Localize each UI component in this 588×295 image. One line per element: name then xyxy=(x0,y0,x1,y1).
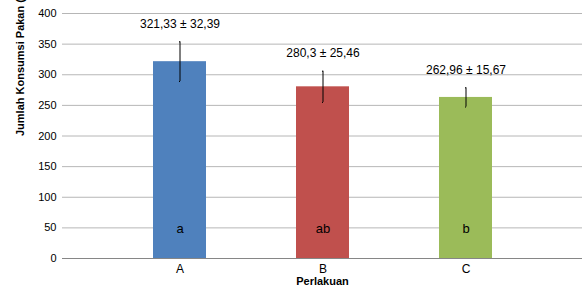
svg-text:100: 100 xyxy=(38,191,56,203)
svg-text:Perlakuan: Perlakuan xyxy=(296,275,349,287)
svg-text:250: 250 xyxy=(38,99,56,111)
svg-text:350: 350 xyxy=(38,38,56,50)
svg-text:150: 150 xyxy=(38,160,56,172)
svg-text:262,96 ± 15,67: 262,96 ± 15,67 xyxy=(426,63,506,77)
svg-text:400: 400 xyxy=(38,7,56,19)
svg-text:B: B xyxy=(319,262,327,276)
svg-text:A: A xyxy=(176,262,184,276)
svg-text:a: a xyxy=(176,221,184,236)
svg-text:0: 0 xyxy=(50,252,56,264)
svg-text:b: b xyxy=(462,221,469,236)
svg-text:ab: ab xyxy=(316,221,330,236)
svg-text:Jumlah Konsumsi Pakan (g): Jumlah Konsumsi Pakan (g) xyxy=(14,0,26,136)
svg-text:200: 200 xyxy=(38,130,56,142)
svg-text:321,33 ± 32,39: 321,33 ± 32,39 xyxy=(140,17,220,31)
svg-text:280,3 ± 25,46: 280,3 ± 25,46 xyxy=(286,46,360,60)
svg-text:C: C xyxy=(462,262,471,276)
svg-text:50: 50 xyxy=(44,221,56,233)
svg-text:300: 300 xyxy=(38,68,56,80)
